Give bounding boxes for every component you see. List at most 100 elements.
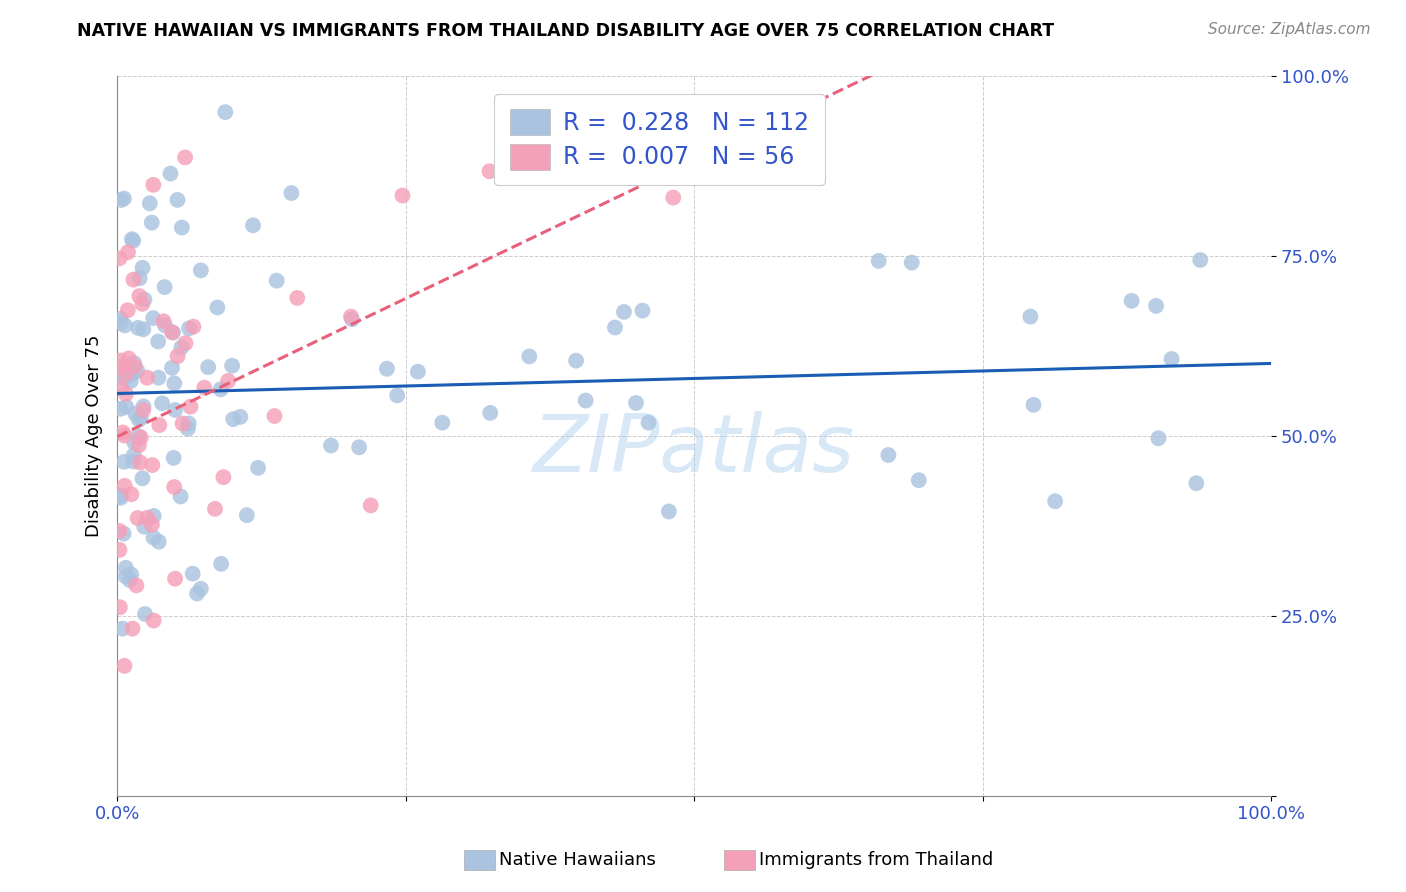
Point — [129, 455, 152, 469]
Point — [169, 490, 191, 504]
Point — [565, 353, 588, 368]
Point — [868, 253, 890, 268]
Point — [132, 400, 155, 414]
Point — [148, 370, 170, 384]
Point — [375, 361, 398, 376]
Point — [631, 303, 654, 318]
Point — [186, 586, 208, 600]
Point — [221, 359, 243, 373]
Point — [159, 167, 181, 181]
Point — [900, 255, 922, 269]
Point — [120, 487, 142, 501]
Point — [190, 263, 212, 277]
Point — [141, 458, 163, 472]
Point — [132, 403, 155, 417]
Point — [177, 417, 200, 431]
Point — [432, 416, 454, 430]
Point — [190, 582, 212, 596]
Point — [209, 557, 232, 571]
Point — [114, 658, 136, 673]
Point — [121, 622, 143, 636]
Point — [1019, 310, 1042, 324]
Point — [1185, 476, 1208, 491]
Point — [121, 232, 143, 246]
Point — [110, 489, 132, 503]
Point — [117, 303, 139, 318]
Point — [110, 316, 132, 330]
Point — [142, 531, 165, 545]
Point — [385, 388, 408, 402]
Point — [391, 188, 413, 202]
Point — [575, 393, 598, 408]
Point — [108, 600, 131, 615]
Point — [115, 387, 138, 401]
Point — [153, 280, 176, 294]
Point — [127, 429, 149, 443]
Point — [122, 272, 145, 286]
Point — [142, 508, 165, 523]
Point — [122, 234, 145, 248]
Point — [207, 301, 229, 315]
Point — [114, 479, 136, 493]
Point — [128, 271, 150, 285]
Point — [662, 190, 685, 204]
Point — [347, 440, 370, 454]
Point — [124, 356, 146, 370]
Point — [658, 504, 681, 518]
Point — [134, 607, 156, 621]
Text: NATIVE HAWAIIAN VS IMMIGRANTS FROM THAILAND DISABILITY AGE OVER 75 CORRELATION C: NATIVE HAWAIIAN VS IMMIGRANTS FROM THAIL… — [77, 22, 1054, 40]
Point — [160, 360, 183, 375]
Point — [132, 322, 155, 336]
Point — [110, 353, 132, 368]
Point — [177, 422, 200, 436]
Text: Source: ZipAtlas.com: Source: ZipAtlas.com — [1208, 22, 1371, 37]
Point — [141, 216, 163, 230]
Legend: R =  0.228   N = 112, R =  0.007   N = 56: R = 0.228 N = 112, R = 0.007 N = 56 — [495, 94, 825, 186]
Point — [217, 374, 239, 388]
Point — [118, 573, 141, 587]
Point — [152, 314, 174, 328]
Text: Immigrants from Thailand: Immigrants from Thailand — [759, 851, 994, 869]
Point — [174, 150, 197, 164]
Point — [122, 448, 145, 462]
Point — [124, 359, 146, 374]
Point — [131, 471, 153, 485]
Point — [112, 455, 135, 469]
Point — [120, 374, 142, 388]
Point — [112, 192, 135, 206]
Point — [165, 572, 187, 586]
Point — [517, 350, 540, 364]
Point — [236, 508, 259, 523]
Point — [128, 289, 150, 303]
Point — [139, 196, 162, 211]
Point — [166, 193, 188, 207]
Point — [174, 336, 197, 351]
Point — [1144, 299, 1167, 313]
Point — [613, 305, 636, 319]
Point — [124, 407, 146, 421]
Point — [142, 178, 165, 192]
Point — [163, 376, 186, 391]
Point — [127, 363, 149, 377]
Point — [360, 499, 382, 513]
Point — [242, 219, 264, 233]
Point — [108, 542, 131, 557]
Point — [122, 454, 145, 468]
Point — [111, 359, 134, 374]
Point — [136, 510, 159, 524]
Point — [120, 567, 142, 582]
Point — [1043, 494, 1066, 508]
Point — [204, 501, 226, 516]
Point — [114, 318, 136, 333]
Point — [603, 320, 626, 334]
Point — [110, 491, 132, 505]
Point — [1147, 431, 1170, 445]
Point — [136, 370, 159, 384]
Point — [112, 526, 135, 541]
Point — [111, 425, 134, 440]
Point — [108, 252, 131, 266]
Point — [229, 409, 252, 424]
Point — [172, 417, 194, 431]
Point — [263, 409, 285, 423]
Point — [129, 430, 152, 444]
